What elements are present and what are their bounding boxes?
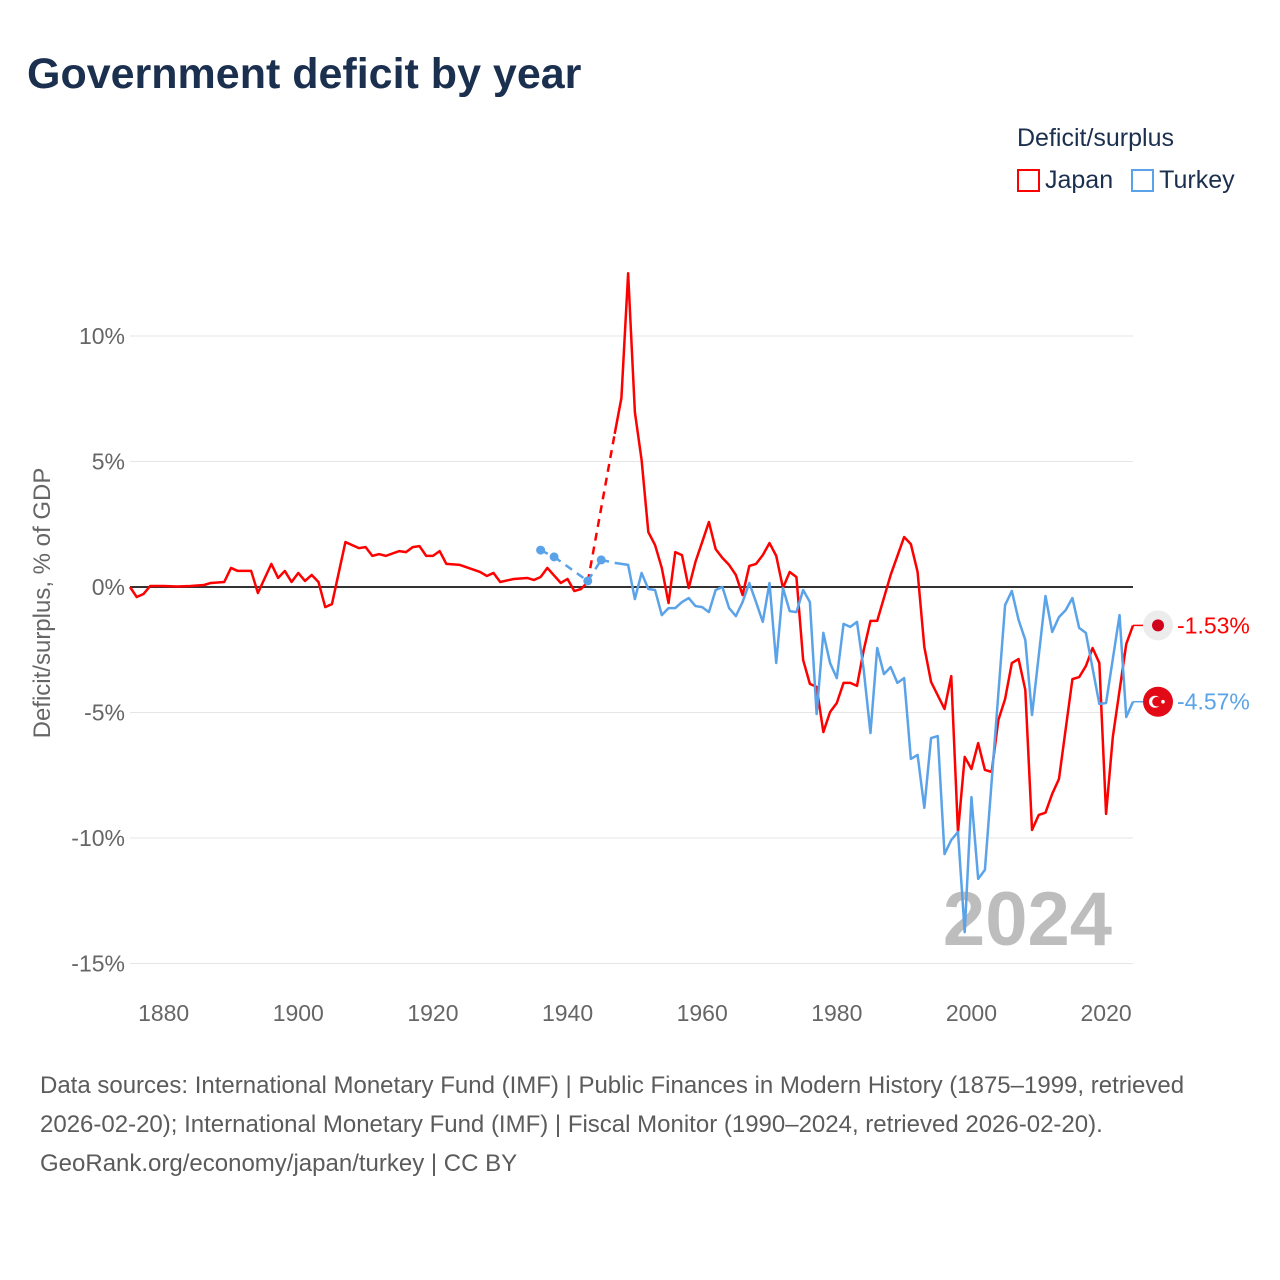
y-tick-label: 0% xyxy=(92,574,125,600)
x-tick-label: 2020 xyxy=(1080,1000,1131,1026)
legend: Japan Turkey xyxy=(1017,166,1235,195)
y-axis-label: Deficit/surplus, % of GDP xyxy=(29,468,56,739)
x-tick-label: 2000 xyxy=(946,1000,997,1026)
gridlines xyxy=(130,335,1133,964)
turkey-star xyxy=(1161,699,1165,704)
legend-label-turkey: Turkey xyxy=(1159,166,1235,194)
y-tick-labels: 10% 5% 0% -5% -10% -15% xyxy=(71,323,125,977)
credit-link[interactable]: GeoRank.org/economy/japan/turkey | CC BY xyxy=(40,1150,518,1177)
legend-label-japan: Japan xyxy=(1045,166,1114,194)
data-point-turkey xyxy=(596,555,606,565)
data-point-turkey xyxy=(583,576,593,586)
series-gap-japan xyxy=(586,433,616,583)
legend-item-turkey[interactable]: Turkey xyxy=(1131,166,1235,195)
data-point-turkey xyxy=(549,552,559,562)
series-line-japan xyxy=(613,272,1135,834)
data-point-turkey xyxy=(536,545,546,555)
series-line-turkey xyxy=(614,561,1135,934)
turkey-crescent-inner xyxy=(1152,696,1162,707)
chart-plot: 10%5%0%-5%-10%-15% 1880 1900 1920 1940 1960 1… xyxy=(29,272,1250,1026)
data-sources: Data sources: International Monetary Fun… xyxy=(40,1072,1185,1138)
x-tick-label: 1920 xyxy=(407,1000,458,1026)
chart-title: Government deficit by year xyxy=(27,50,582,98)
legend-item-japan[interactable]: Japan xyxy=(1017,166,1113,195)
x-tick-labels: 1880 1900 1920 1940 1960 1980 2000 2020 xyxy=(138,1000,1132,1026)
y-tick-label: 10% xyxy=(79,323,125,349)
series-lines xyxy=(128,272,1135,934)
series-gap-turkey xyxy=(553,555,589,582)
x-tick-label: 1900 xyxy=(273,1000,324,1026)
end-labels: -1.53% -4.57% xyxy=(1133,610,1250,717)
end-value-label: -4.57% xyxy=(1177,689,1250,715)
y-tick-label: -10% xyxy=(71,825,125,851)
legend-swatch-turkey xyxy=(1131,169,1155,192)
footer: Data sources: International Monetary Fun… xyxy=(40,1066,1240,1183)
x-tick-label: 1980 xyxy=(811,1000,862,1026)
x-tick-label: 1940 xyxy=(542,1000,593,1026)
x-tick-label: 1960 xyxy=(677,1000,728,1026)
series-line-japan xyxy=(128,540,589,609)
legend-title: Deficit/surplus xyxy=(1017,124,1174,152)
japan-flag-disc xyxy=(1152,619,1164,632)
end-value-label: -1.53% xyxy=(1177,612,1250,638)
year-annotation: 2024 xyxy=(943,877,1112,962)
legend-swatch-japan xyxy=(1017,169,1040,192)
y-tick-label: -15% xyxy=(71,951,125,977)
y-tick-label: -5% xyxy=(84,700,125,726)
y-tick-label: 5% xyxy=(92,449,125,475)
x-tick-label: 1880 xyxy=(138,1000,189,1026)
